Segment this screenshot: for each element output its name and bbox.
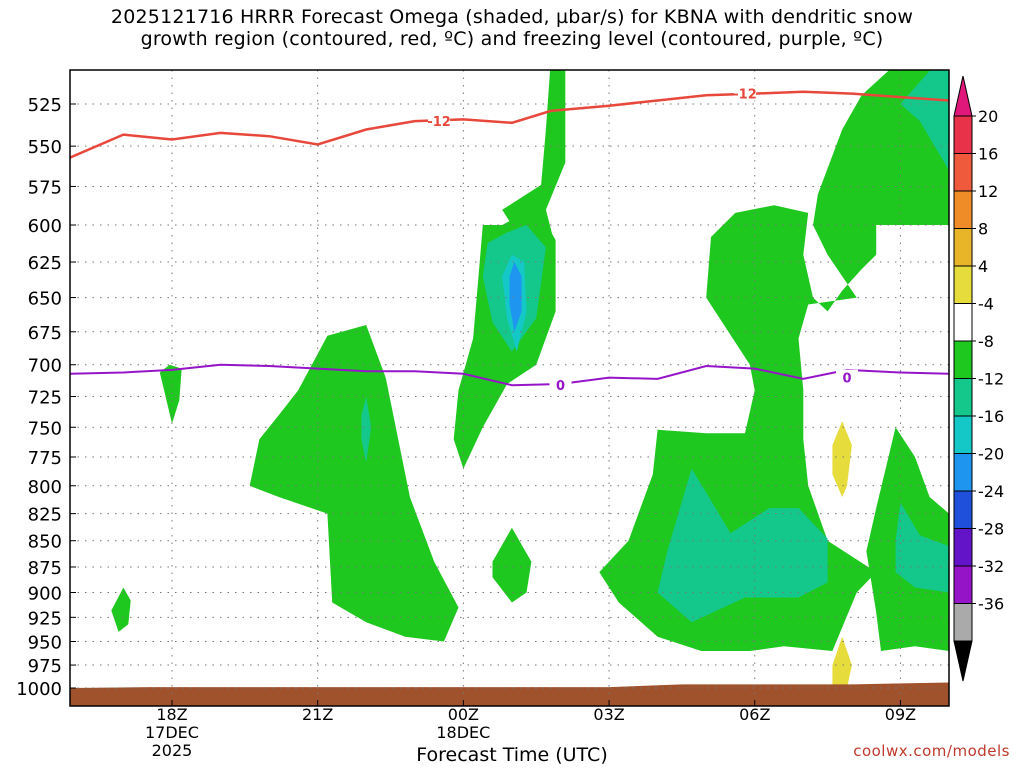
terrain: [70, 682, 949, 706]
x-tick-label-06Z-0: 06Z: [739, 705, 770, 724]
colorbar-label-4: 4: [978, 257, 988, 276]
x-tick-label-09Z-0: 09Z: [885, 705, 916, 724]
colorbar-swatch-6: [953, 340, 973, 379]
colorbar-label-6: -8: [978, 332, 994, 351]
title-line-1: 2025121716 HRRR Forecast Omega (shaded, …: [110, 6, 914, 28]
y-tick-label-550: 550: [28, 137, 62, 158]
omega-region-8: [492, 527, 532, 603]
omega-shading: [111, 70, 949, 688]
colorbar-swatch-4: [953, 265, 973, 304]
plot-frame: [69, 69, 950, 707]
y-tick-label-900: 900: [28, 584, 62, 605]
dendritic_contour-label-1: -12: [733, 88, 757, 103]
colorbar-swatch-12: [953, 565, 973, 604]
y-tick-label-975: 975: [28, 656, 62, 677]
colorbar-swatch-11: [953, 528, 973, 567]
x-tick-label-18Z-1: 17DEC: [145, 723, 199, 742]
omega-region-15: [832, 636, 852, 688]
omega-region-10: [657, 468, 828, 623]
x-tick-label-03Z-0: 03Z: [593, 705, 624, 724]
y-tick-label-750: 750: [28, 418, 62, 439]
colorbar: 20 16 12 8 4 -4 -8 -12 -16 -20 -24 -28 -32 -36: [953, 75, 1004, 682]
colorbar-label-10: -24: [978, 482, 1004, 501]
colorbar-swatch-13: [953, 603, 973, 642]
colorbar-swatch-8: [953, 415, 973, 454]
y-tick-label-650: 650: [28, 289, 62, 310]
x-tick-label-21Z-0: 21Z: [302, 705, 333, 724]
colorbar-label-13: -36: [978, 595, 1004, 614]
colorbar-top-arrow: [953, 75, 973, 117]
omega-region-14: [832, 421, 852, 497]
y-tick-label-800: 800: [28, 477, 62, 498]
y-tick-label-675: 675: [28, 323, 62, 344]
dendritic_contour-label-0: -12: [427, 115, 451, 130]
omega-region-12: [895, 502, 949, 593]
y-tick-label-525: 525: [28, 95, 62, 116]
freezing_contour-label-1: 0: [842, 372, 851, 387]
y-axis: 525 550 575 600 625 650 675 700 725 750 775 800 825 8…: [16, 95, 76, 700]
freezing_contour-label-0: 0: [556, 379, 565, 394]
colorbar-label-5: -4: [978, 295, 994, 314]
colorbar-swatch-3: [953, 228, 973, 267]
dendritic_contour-label-bg-1: [734, 85, 757, 101]
colorbar-label-9: -20: [978, 445, 1004, 464]
colorbar-swatch-5: [953, 303, 973, 342]
colorbar-label-12: -32: [978, 557, 1004, 576]
terrain-fill: [70, 682, 949, 706]
dendritic_contour-label-bg-0: [428, 113, 451, 129]
omega-region-1: [111, 587, 131, 632]
x-tick-label-00Z-0: 00Z: [448, 705, 479, 724]
omega-region-0: [159, 364, 182, 424]
y-tick-label-600: 600: [28, 216, 62, 237]
colorbar-label-3: 8: [978, 220, 988, 239]
x-tick-label-18Z-0: 18Z: [156, 705, 187, 724]
y-tick-label-700: 700: [28, 356, 62, 377]
colorbar-label-8: -16: [978, 407, 1004, 426]
omega-region-3: [361, 396, 372, 463]
page-title: 2025121716 HRRR Forecast Omega (shaded, …: [0, 6, 1024, 50]
colorbar-swatch-0: [953, 115, 973, 154]
colorbar-label-11: -28: [978, 520, 1004, 539]
colorbar-label-1: 16: [978, 145, 998, 164]
colorbar-swatch-10: [953, 490, 973, 529]
y-tick-label-725: 725: [28, 388, 62, 409]
freezing_contour-label-bg-0: [549, 377, 572, 393]
watermark: coolwx.com/models: [853, 742, 1010, 760]
colorbar-label-7: -12: [978, 370, 1004, 389]
colorbar-label-2: 12: [978, 182, 998, 201]
colorbar-swatch-1: [953, 153, 973, 192]
colorbar-bottom-arrow: [953, 640, 973, 682]
colorbar-swatch-7: [953, 378, 973, 417]
x-tick-label-18Z-2: 2025: [152, 741, 193, 760]
y-tick-label-950: 950: [28, 633, 62, 654]
y-tick-label-850: 850: [28, 532, 62, 553]
contour-lines: [70, 90, 949, 387]
omega-region-2: [249, 325, 459, 642]
colorbar-swatch-9: [953, 453, 973, 492]
colorbar-swatch-2: [953, 190, 973, 229]
omega-region-5: [502, 70, 566, 248]
x-axis-title: Forecast Time (UTC): [416, 744, 608, 766]
freezing_contour-label-bg-1: [836, 369, 859, 385]
freezing-contour-line: [70, 363, 949, 387]
x-tick-label-00Z-1: 18DEC: [436, 723, 490, 742]
grid-lines: [70, 70, 949, 706]
omega-region-13: [900, 70, 949, 171]
omega-region-core: [509, 262, 522, 332]
y-tick-label-875: 875: [28, 558, 62, 579]
y-tick-label-575: 575: [28, 177, 62, 198]
colorbar-label-0: 20: [978, 107, 998, 126]
y-tick-label-825: 825: [28, 505, 62, 526]
dendritic-contour-line: [70, 90, 949, 159]
title-line-2: growth region (contoured, red, ºC) and f…: [140, 28, 884, 50]
y-tick-label-625: 625: [28, 253, 62, 274]
contour-labels: -12 -12 0 0: [427, 85, 859, 394]
y-tick-label-775: 775: [28, 448, 62, 469]
y-tick-label-925: 925: [28, 608, 62, 629]
y-tick-label-1000: 1000: [16, 679, 62, 700]
